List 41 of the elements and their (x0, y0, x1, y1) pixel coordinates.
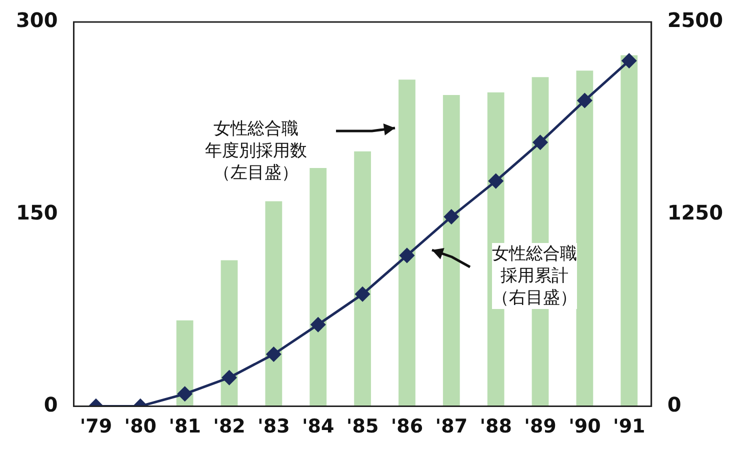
point (400, 248, 414, 263)
x-tick-label: '88 (480, 416, 512, 438)
y-tick-label: 300 (16, 8, 58, 32)
x-tick-label: '79 (80, 416, 112, 438)
point (622, 53, 636, 68)
x-tick-label: '87 (435, 416, 468, 438)
annotation: 女性総合職年度別採用数（左目盛） (205, 118, 307, 184)
x-tick-label: '81 (168, 416, 201, 438)
point (310, 317, 326, 332)
bar (620, 55, 638, 406)
x-tick-label: '91 (612, 416, 646, 438)
y2-tick-label: 1250 (667, 200, 724, 224)
y-tick-label: 150 (16, 200, 58, 224)
bar (310, 168, 327, 406)
x-tick-label: '83 (258, 416, 290, 438)
x-tick-label: '86 (390, 416, 424, 438)
point (355, 286, 370, 302)
bar (220, 260, 238, 406)
x-tick-label: '89 (524, 416, 556, 438)
bar (442, 95, 460, 406)
point (444, 209, 459, 224)
x-tick-label: '90 (568, 416, 601, 438)
point (222, 370, 237, 385)
bar (265, 201, 282, 406)
y2-tick-label: 0 (667, 392, 682, 416)
x-tick-label: '84 (302, 416, 334, 438)
point (577, 93, 592, 108)
point (533, 135, 548, 150)
bar (176, 320, 194, 406)
bar (576, 70, 594, 406)
x-tick-label: '85 (346, 416, 379, 438)
point (178, 386, 192, 402)
y2-tick-label: 2500 (667, 8, 724, 32)
point (266, 347, 281, 362)
y-tick-label: 0 (44, 392, 58, 416)
x-tick-label: '82 (213, 416, 246, 438)
point (488, 174, 504, 188)
bar (354, 151, 371, 406)
bar (398, 80, 416, 406)
annotation: 女性総合職採用累計（右目盛） (492, 243, 577, 309)
x-tick-label: '80 (124, 416, 157, 438)
